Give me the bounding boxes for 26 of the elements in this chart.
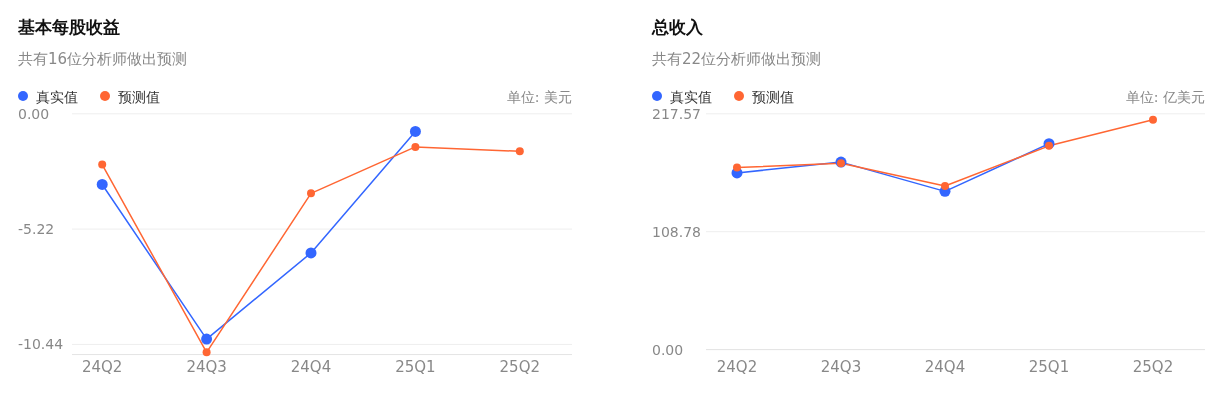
x-tick-label: 24Q4 [290, 358, 332, 376]
x-tick-label: 24Q3 [820, 358, 862, 376]
x-tick-label: 25Q2 [499, 358, 541, 376]
x-tick-label: 25Q1 [1028, 358, 1070, 376]
legend-label: 真实值 [36, 89, 78, 105]
chart-title: 基本每股收益 [17, 17, 120, 37]
y-tick-label: 0.00 [18, 105, 50, 122]
text: 单位: 美元 [506, 89, 572, 105]
legend-label: 预测值 [752, 89, 794, 105]
x-tick-label: 25Q2 [1132, 358, 1174, 376]
y-tick-label: 0.00 [652, 341, 684, 358]
x-tick-label: 25Q1 [395, 358, 436, 376]
chart-title: 总收入 [651, 17, 704, 37]
x-tick-label: 24Q2 [81, 358, 123, 376]
y-tick-label: 108.78 [652, 223, 701, 240]
text: 单位: 亿美元 [1125, 89, 1205, 105]
chart-subtitle: 共有16位分析师做出预测 [18, 50, 188, 68]
y-tick-label: 217.57 [652, 105, 701, 122]
x-tick-label: 24Q4 [924, 358, 966, 376]
x-tick-label: 24Q2 [716, 358, 758, 376]
chart-subtitle: 共有22位分析师做出预测 [652, 50, 822, 68]
legend-label: 真实值 [670, 89, 712, 105]
y-tick-label: -5.22 [18, 221, 55, 238]
x-tick-label: 24Q3 [186, 358, 227, 376]
legend-label: 预测值 [118, 89, 160, 105]
y-tick-label: -10.44 [18, 336, 64, 353]
